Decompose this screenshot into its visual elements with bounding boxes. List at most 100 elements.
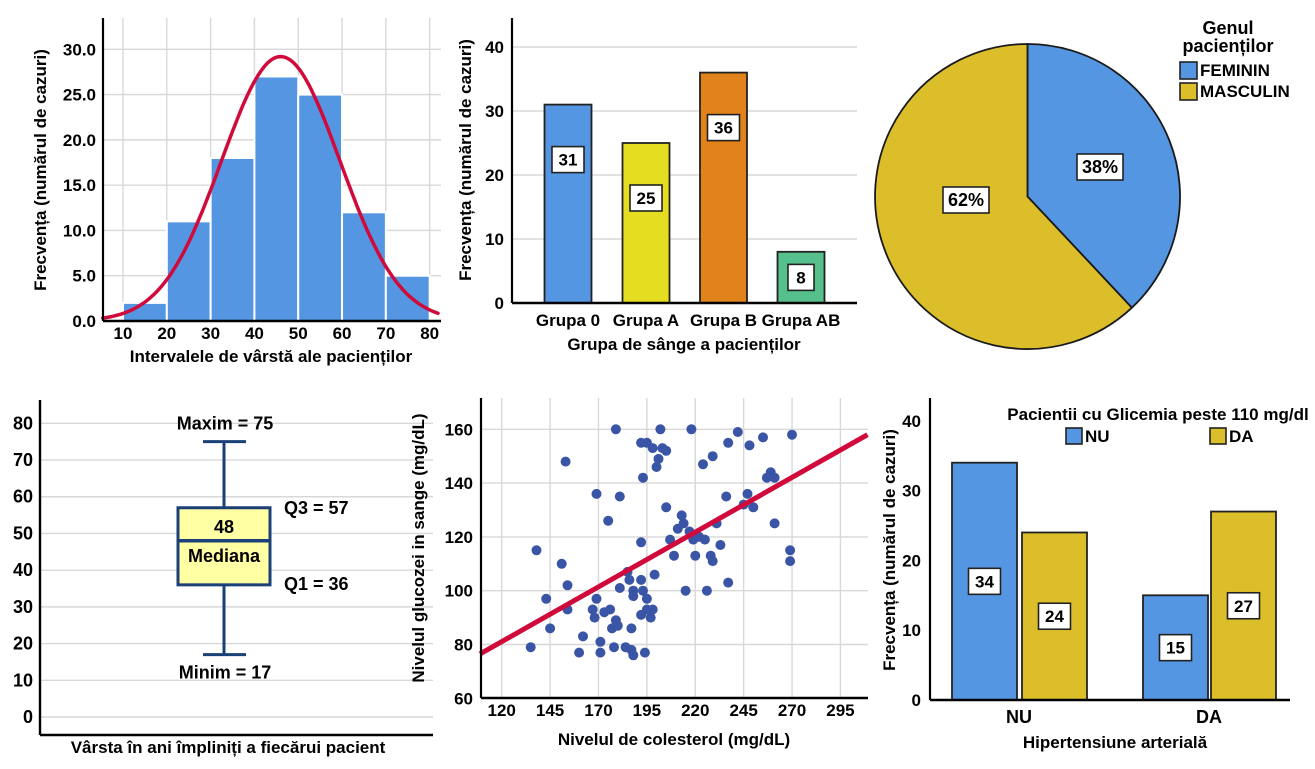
scatter-cholesterol-glucose-chart: 120 145 170 195 220 245 270 295 60 80 100 120 140 160…	[409, 398, 869, 749]
bar-grupa-a	[621, 142, 671, 304]
y-tick-label: 120	[445, 528, 473, 547]
bar-value-label: 15	[1166, 639, 1185, 658]
y-tick-label: 60	[454, 689, 473, 708]
scatter-point	[785, 556, 796, 567]
scatter-point	[628, 591, 639, 602]
legend-title: Pacientii cu Glicemia peste 110 mg/dl	[1007, 405, 1308, 424]
x-tick-label: 10	[114, 324, 133, 343]
scatter-point	[638, 585, 648, 596]
scatter-point	[610, 424, 621, 435]
scatter-point	[698, 459, 708, 470]
scatter-point	[626, 623, 637, 634]
scatter-point	[742, 488, 753, 499]
y-axis-title: Frecvența (numărul de cazuri)	[880, 429, 899, 671]
x-tick-label: 170	[584, 701, 612, 720]
scatter-point	[699, 534, 710, 545]
y-axis-title: Frecvența (numărul de cazuri)	[456, 39, 475, 281]
scatter-point	[647, 443, 658, 454]
scatter-point	[612, 620, 623, 631]
histogram-bar	[253, 75, 300, 322]
x-tick-label: 295	[826, 701, 854, 720]
x-tick-label: 20	[157, 324, 176, 343]
scatter-point	[614, 583, 625, 593]
legend-label-nu: NU	[1085, 427, 1110, 446]
scatter-point	[541, 593, 552, 604]
scatter-point	[605, 604, 616, 615]
scatter-point	[591, 488, 602, 499]
bar-value-label: 31	[559, 151, 578, 170]
x-tick-label: 50	[289, 324, 308, 343]
y-tick-label: 30	[485, 102, 504, 121]
y-tick-label: 40	[902, 412, 921, 431]
pie-percent-box	[942, 186, 990, 214]
x-tick-label: 245	[729, 701, 757, 720]
x-tick-label: 270	[778, 701, 806, 720]
histogram-age-chart: 0.0 5.0 10.0 15.0 20.0 25.0 30.0 10 20 30 40 50 60 70…	[31, 18, 441, 366]
scatter-point	[574, 647, 585, 658]
x-category-label: Grupa AB	[762, 311, 841, 330]
scatter-point	[591, 593, 602, 604]
scatter-point	[686, 424, 697, 435]
legend-title: pacienților	[1182, 36, 1273, 56]
y-tick-label: 0	[495, 294, 504, 313]
scatter-point	[758, 432, 768, 443]
scatter-point	[721, 491, 732, 502]
bar-value-label-box	[967, 567, 1002, 596]
scatter-point	[531, 545, 542, 556]
legend-label: FEMININ	[1200, 61, 1270, 80]
scatter-point	[651, 462, 662, 472]
bar-blood-group-chart: 31 25 36 8 0 10 20 30 40 Grupa 0 Grupa A Grupa B Gru…	[456, 18, 857, 354]
y-tick-label: 10	[485, 230, 504, 249]
scatter-point	[707, 556, 718, 567]
bar-grupa-0	[543, 103, 593, 304]
legend-swatch-feminin	[1179, 61, 1198, 80]
scatter-point	[628, 650, 639, 661]
bar-grupa-b	[699, 71, 748, 304]
y-tick-label: 15.0	[63, 176, 96, 195]
pie-percent-label: 38%	[1082, 157, 1118, 177]
y-tick-label: 10	[13, 670, 33, 690]
scatter-point	[636, 537, 647, 548]
histogram-bar	[297, 93, 344, 322]
scatter-point	[645, 612, 656, 623]
x-category-label: Grupa B	[690, 311, 757, 330]
x-category-label: Grupa A	[613, 311, 679, 330]
x-tick-label: 70	[376, 324, 395, 343]
scatter-point	[678, 518, 689, 529]
scatter-point	[690, 550, 701, 561]
histogram-bar	[341, 211, 387, 322]
histogram-bar	[209, 156, 256, 322]
scatter-point	[680, 585, 691, 596]
x-tick-label: 220	[681, 701, 709, 720]
scatter-point	[614, 491, 625, 502]
scatter-point	[595, 647, 606, 658]
bar-value-label: 24	[1045, 607, 1064, 626]
q1-label: Q1 = 36	[284, 574, 349, 594]
x-tick-label: 30	[201, 324, 220, 343]
legend-swatch-masculin	[1179, 82, 1198, 101]
y-tick-label: 30	[902, 482, 921, 501]
y-tick-label: 80	[13, 413, 33, 433]
normal-curve	[101, 54, 440, 320]
scatter-point	[715, 540, 726, 550]
y-tick-label: 30	[13, 597, 33, 617]
scatter-point	[639, 647, 650, 658]
scatter-point	[732, 427, 743, 437]
bar-da-da	[1210, 510, 1277, 701]
bar-value-label: 34	[975, 572, 994, 591]
scatter-point	[641, 593, 652, 604]
y-tick-label: 50	[13, 523, 33, 543]
x-tick-label: 120	[488, 701, 516, 720]
y-tick-label: 20.0	[63, 131, 96, 150]
y-tick-label: 160	[445, 420, 473, 439]
q3-label: Q3 = 57	[284, 498, 349, 518]
x-tick-label: 40	[245, 324, 264, 343]
y-tick-label: 0.0	[72, 312, 96, 331]
x-tick-label: 145	[536, 701, 564, 720]
scatter-point	[723, 437, 734, 448]
x-tick-label: 195	[633, 701, 661, 720]
scatter-point	[562, 580, 573, 591]
scatter-point	[603, 515, 614, 526]
bar-value-label-box	[551, 145, 585, 174]
